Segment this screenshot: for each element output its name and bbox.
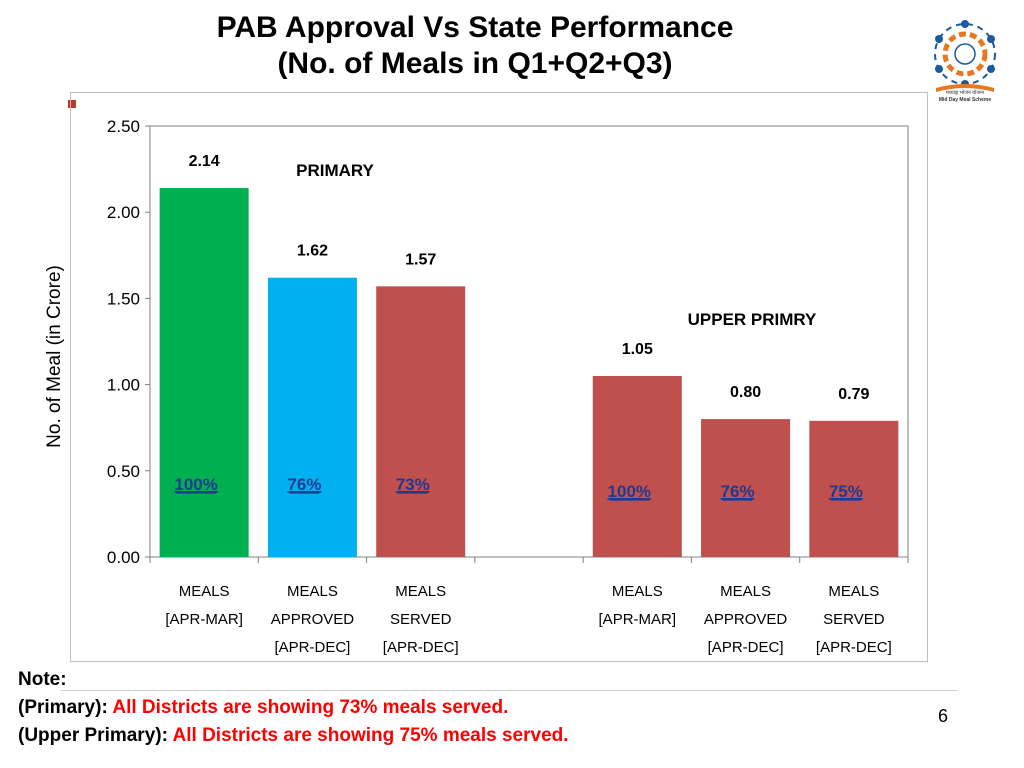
bar-value-label: 0.79 [838,386,869,403]
category-label: MEALS [287,583,338,600]
plot-area [149,125,909,558]
title-line-2: (No. of Meals in Q1+Q2+Q3) [277,47,673,80]
category-label: [APR-DEC] [816,639,892,656]
logo-caption-english: Mid Day Meal Scheme [938,97,992,103]
note-primary: (Primary): All Districts are showing 73%… [18,694,569,722]
y-tick-label: 1.00 [107,376,140,395]
bar-value-label: 2.14 [189,153,220,170]
bar-value-label: 0.80 [730,384,761,401]
category-label: [APR-MAR] [599,611,677,628]
y-tick-label: 2.50 [107,117,140,136]
bar [701,419,791,557]
y-tick-label: 2.00 [107,203,140,222]
category-label: MEALS [395,583,446,600]
note-primary-text: All Districts are showing 73% meals serv… [112,697,509,718]
y-axis-label: No. of Meal (in Crore) [44,265,65,448]
bar [376,286,466,557]
note-primary-label: Primary) [24,697,102,718]
note-upper-open: ( [18,725,25,746]
bar-percent-label: 73% [396,475,430,494]
y-tick-label: 0.50 [107,462,140,481]
note-upper-text: All Districts are showing 75% meals serv… [172,725,569,746]
group-label: PRIMARY [296,161,374,180]
notes: Note: (Primary): All Districts are showi… [18,666,569,750]
page-number: 6 [937,706,948,726]
bar-value-label: 1.62 [297,243,328,260]
category-label: MEALS [828,583,879,600]
bar [592,375,682,557]
category-label: [APR-DEC] [708,639,784,656]
mid-day-meal-logo-icon [934,20,996,92]
bar-percent-label: 76% [721,482,755,501]
category-label: APPROVED [271,611,355,628]
category-label: MEALS [720,583,771,600]
category-label: SERVED [390,611,452,628]
note-upper-primary: (Upper Primary): All Districts are showi… [18,722,569,750]
category-label: MEALS [612,583,663,600]
notes-heading: Note: [18,669,67,690]
bar-percent-label: 76% [287,475,321,494]
note-upper-label: Upper Primary) [24,725,162,746]
y-tick-label: 0.00 [107,548,140,567]
category-label: APPROVED [704,611,788,628]
slide-title: PAB Approval Vs State Performance (No. o… [120,10,830,82]
bar-value-label: 1.57 [405,251,436,268]
category-label: [APR-DEC] [275,639,351,656]
title-line-1: PAB Approval Vs State Performance [216,11,734,44]
bar [267,277,357,557]
note-primary-open: ( [18,697,25,718]
footer-divider [60,690,958,691]
bar [159,188,249,557]
group-label: UPPER PRIMRY [688,310,817,329]
y-tick-label: 1.50 [107,289,140,308]
category-label: [APR-DEC] [383,639,459,656]
bullet-mark [68,100,76,108]
bar-percent-label: 100% [174,475,217,494]
bar-percent-label: 100% [608,482,651,501]
note-primary-sep: : [101,697,113,718]
note-upper-sep: : [161,725,173,746]
bar-percent-label: 75% [829,482,863,501]
bar-value-label: 1.05 [622,341,653,358]
category-label: SERVED [823,611,885,628]
logo-caption-hindi: मध्याह्न भोजन योजना [945,90,985,96]
category-label: [APR-MAR] [165,611,243,628]
bar [809,420,899,557]
chart-frame [70,92,928,662]
category-label: MEALS [179,583,230,600]
